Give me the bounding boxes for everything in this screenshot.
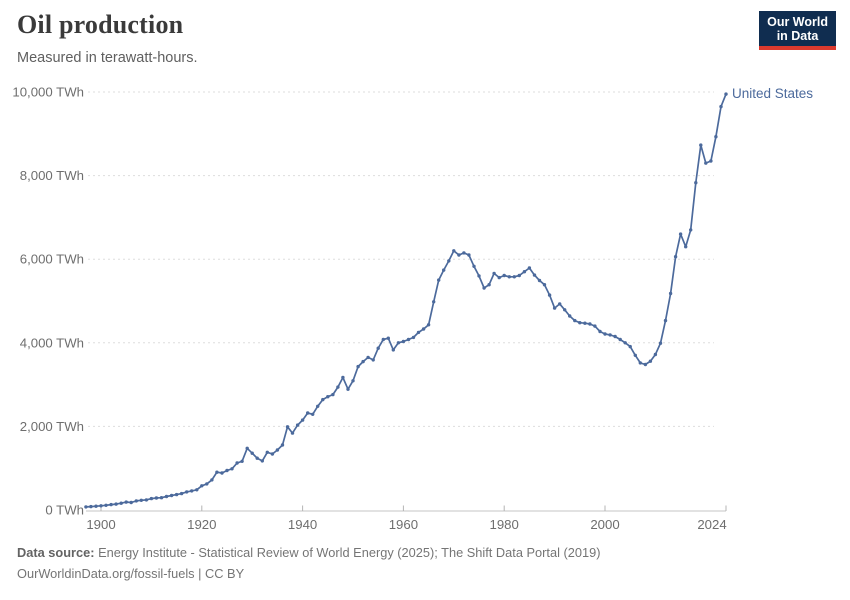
data-source-line: Data source: Energy Institute - Statisti… xyxy=(17,542,797,563)
x-tick-1900: 1900 xyxy=(86,517,115,532)
owid-logo-line2: in Data xyxy=(776,29,819,43)
y-axis-labels: 10,000 TWh 8,000 TWh 6,000 TWh 4,000 TWh… xyxy=(12,85,84,518)
data-source-text: Energy Institute - Statistical Review of… xyxy=(94,545,601,560)
data-series-united-states[interactable] xyxy=(84,92,728,509)
x-tick-1980: 1980 xyxy=(490,517,519,532)
owid-logo[interactable]: Our World in Data xyxy=(759,11,836,50)
x-tick-2000: 2000 xyxy=(590,517,619,532)
chart-footer: Data source: Energy Institute - Statisti… xyxy=(17,542,797,584)
x-axis-labels: 1900 1920 1940 1960 1980 2000 2024 xyxy=(86,517,726,532)
gridlines xyxy=(88,91,714,427)
x-tick-1920: 1920 xyxy=(187,517,216,532)
y-tick-2000: 2,000 TWh xyxy=(20,419,84,434)
page-title: Oil production xyxy=(17,10,184,39)
chart-subtitle: Measured in terawatt-hours. xyxy=(17,50,198,66)
x-tick-2024: 2024 xyxy=(697,517,726,532)
y-tick-8000: 8,000 TWh xyxy=(20,168,84,183)
credit-line: OurWorldinData.org/fossil-fuels | CC BY xyxy=(17,566,245,581)
y-tick-4000: 4,000 TWh xyxy=(20,335,84,350)
y-tick-6000: 6,000 TWh xyxy=(20,252,84,267)
x-axis xyxy=(86,505,727,512)
x-tick-1940: 1940 xyxy=(288,517,317,532)
y-tick-0: 0 TWh xyxy=(45,503,84,518)
x-tick-1960: 1960 xyxy=(389,517,418,532)
entity-label-united-states[interactable]: United States xyxy=(732,86,813,101)
y-tick-10000: 10,000 TWh xyxy=(12,85,84,100)
owid-logo-line1: Our World xyxy=(767,15,828,29)
data-source-label: Data source: xyxy=(17,545,95,560)
